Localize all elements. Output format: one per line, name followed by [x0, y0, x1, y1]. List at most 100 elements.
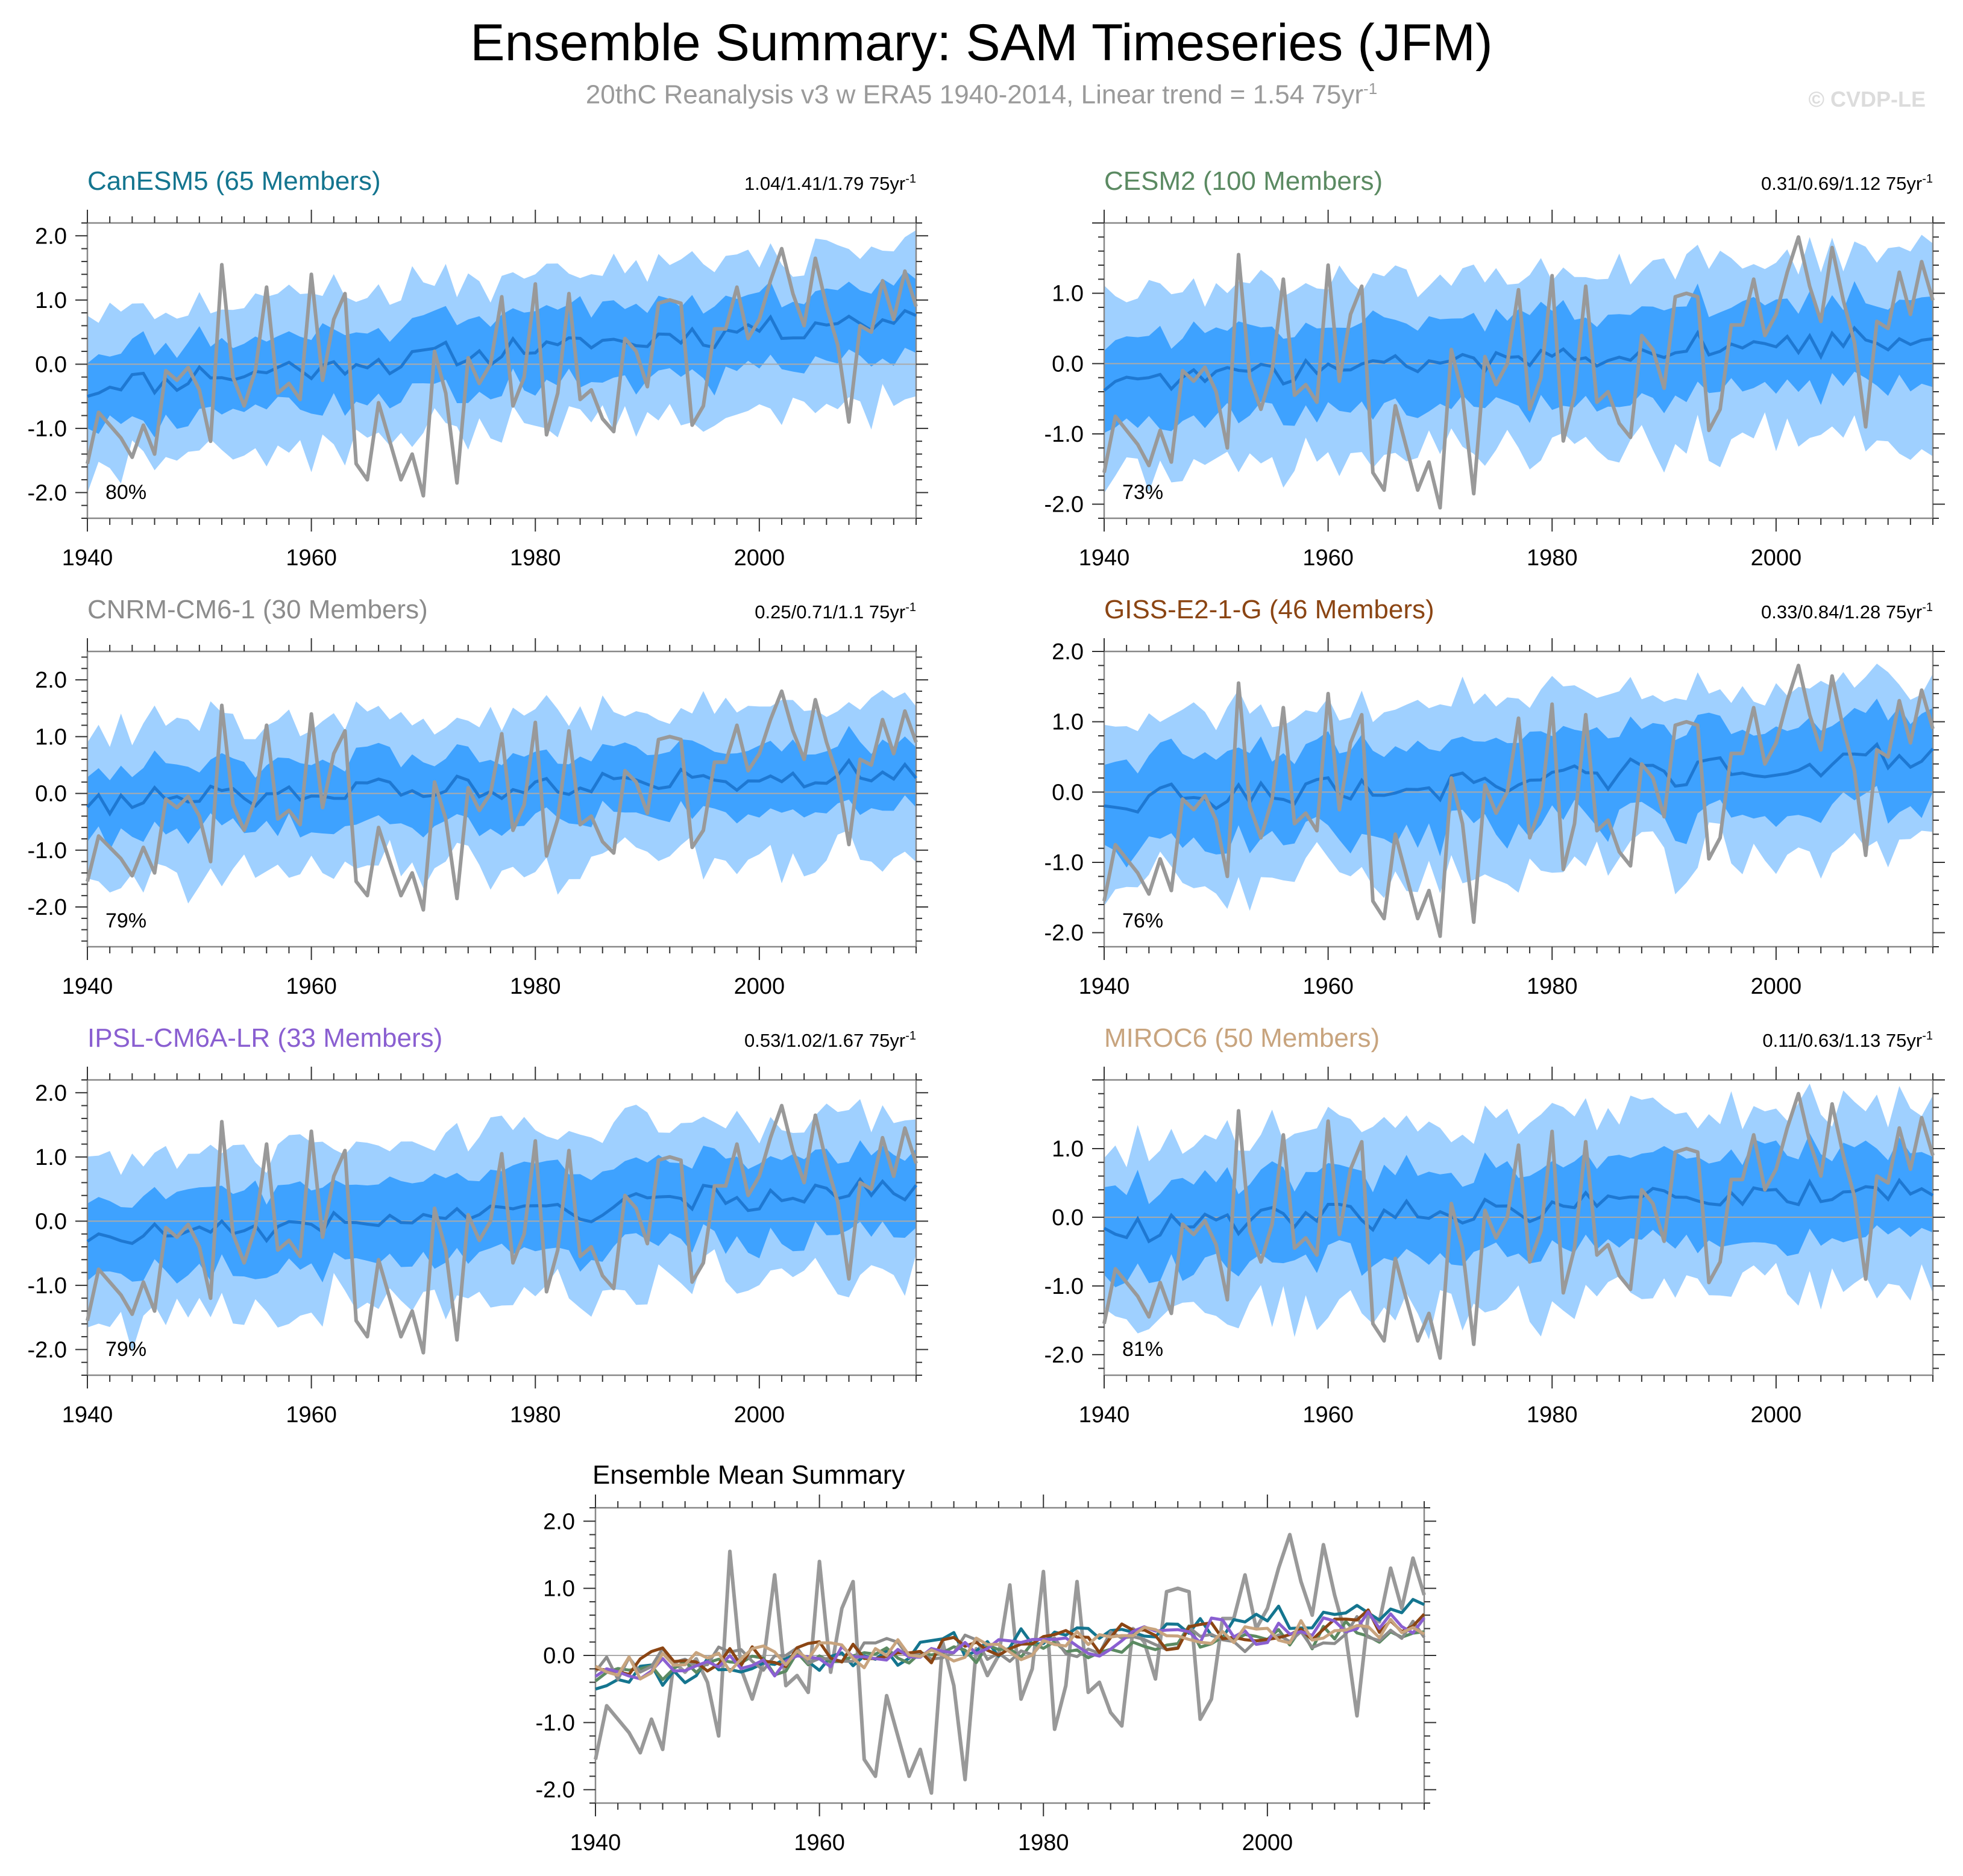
percent-label: 81% [1122, 1338, 1163, 1361]
panel-4: 1940 1960 1980 2000 2.0 1.0 0.0 -1.0 -2.0 IPSL-CM… [28, 1023, 928, 1428]
trend-label: 0.31/0.69/1.12 75yr-1 [1761, 172, 1933, 194]
trend-label: 0.11/0.63/1.13 75yr-1 [1762, 1029, 1933, 1051]
y-tick-label: -1.0 [28, 416, 67, 442]
panel-title: CESM2 (100 Members) [1104, 166, 1383, 196]
observed-line [1102, 235, 1935, 510]
x-tick-label: 1940 [62, 545, 113, 571]
x-tick-label: 1980 [1527, 1402, 1578, 1428]
y-tick-label: 2.0 [35, 668, 67, 693]
y-tick-label: -2.0 [28, 895, 67, 920]
y-tick-label: -1.0 [1044, 1274, 1084, 1299]
percent-label: 76% [1122, 909, 1163, 932]
x-tick-label: 1940 [62, 1402, 113, 1428]
y-tick-label: -1.0 [1044, 850, 1084, 876]
panel-title: CNRM-CM6-1 (30 Members) [87, 595, 428, 624]
plot-frame [1103, 650, 1934, 948]
ensemble-mean-line [1103, 325, 1933, 392]
panel-0: 1940 1960 1980 2000 2.0 1.0 0.0 -1.0 -2.0 CanESM5… [28, 166, 928, 571]
mean-line-miroc6 [594, 1617, 1425, 1681]
y-tick-label: -2.0 [28, 1337, 67, 1363]
panel-5: 1940 1960 1980 2000 1.0 0.0 -1.0 -2.0 MIROC6 (50… [1044, 1023, 1945, 1428]
y-tick-label: 2.0 [35, 224, 67, 249]
panel-title: CanESM5 (65 Members) [87, 166, 381, 196]
trend-label: 1.04/1.41/1.79 75yr-1 [744, 172, 916, 194]
y-tick-label: -1.0 [1044, 422, 1084, 447]
x-tick-label: 2000 [1751, 1402, 1802, 1428]
percent-label: 79% [105, 1338, 146, 1361]
y-tick-label: 1.0 [543, 1576, 575, 1602]
y-tick-label: 0.0 [1052, 1205, 1084, 1231]
subtitle: 20thC Reanalysis v3 w ERA5 1940-2014, Li… [0, 80, 1963, 110]
subtitle-exponent: -1 [1363, 80, 1378, 98]
observed-line [86, 246, 918, 498]
y-tick-label: -2.0 [1044, 921, 1084, 946]
panel-1: 1940 1960 1980 2000 1.0 0.0 -1.0 -2.0 CESM2 (100… [1044, 166, 1945, 571]
plot-frame [86, 222, 917, 519]
y-tick-label: 1.0 [35, 288, 67, 313]
x-tick-label: 1960 [1302, 1402, 1354, 1428]
subtitle-text: 20thC Reanalysis v3 w ERA5 1940-2014, Li… [585, 80, 1364, 110]
x-tick-label: 1940 [62, 974, 113, 999]
y-tick-label: 0.0 [1052, 351, 1084, 377]
plot-frame [1103, 222, 1934, 519]
observed-line [86, 1103, 918, 1355]
plot-frame [86, 1079, 917, 1376]
y-tick-label: -1.0 [28, 838, 67, 864]
y-tick-label: 0.0 [35, 352, 67, 377]
y-tick-label: 0.0 [35, 1209, 67, 1234]
x-tick-label: 1940 [1079, 974, 1130, 999]
credit-watermark: © CVDP-LE [1808, 87, 1926, 111]
observed-line [1102, 664, 1935, 938]
x-tick-label: 2000 [734, 974, 785, 999]
observed-line [594, 1532, 1426, 1795]
panel-2: 1940 1960 1980 2000 2.0 1.0 0.0 -1.0 -2.0 CNRM-CM… [28, 595, 928, 999]
y-tick-label: 0.0 [35, 782, 67, 807]
x-tick-label: 1940 [570, 1830, 621, 1856]
x-tick-label: 1980 [510, 545, 561, 571]
x-tick-label: 1980 [1527, 974, 1578, 999]
ensemble-mean-line [87, 309, 917, 398]
ensemble-mean-line [1104, 742, 1934, 814]
x-tick-label: 1960 [286, 974, 337, 999]
panel-title: Ensemble Mean Summary [592, 1460, 905, 1490]
x-tick-label: 1960 [286, 545, 337, 571]
ensemble-mean-line [1103, 1178, 1934, 1244]
percent-label: 79% [105, 909, 146, 932]
x-tick-label: 1940 [1079, 545, 1130, 571]
y-tick-label: -2.0 [1044, 492, 1084, 518]
percent-label: 73% [1122, 481, 1163, 504]
x-tick-label: 1940 [1079, 1402, 1130, 1428]
panel-title: GISS-E2-1-G (46 Members) [1104, 595, 1434, 624]
ensemble-mean-line [86, 1176, 917, 1245]
plot-frame [1103, 1079, 1934, 1376]
y-tick-label: -2.0 [28, 480, 67, 506]
observed-line [1102, 1091, 1935, 1360]
y-tick-label: 1.0 [35, 724, 67, 750]
x-tick-label: 1960 [1302, 545, 1354, 571]
y-tick-label: -1.0 [536, 1710, 575, 1736]
y-tick-label: 1.0 [1052, 710, 1084, 735]
x-tick-label: 1960 [286, 1402, 337, 1428]
y-tick-label: 2.0 [543, 1509, 575, 1534]
x-tick-label: 2000 [1751, 545, 1802, 571]
trend-label: 0.25/0.71/1.1 75yr-1 [755, 601, 916, 623]
observed-line [86, 689, 918, 912]
mean-line-ipsl-cm6a-lr [594, 1610, 1426, 1681]
y-tick-label: 0.0 [543, 1643, 575, 1669]
y-tick-label: 2.0 [35, 1081, 67, 1106]
panel-6: 1940 1960 1980 2000 2.0 1.0 0.0 -1.0 -2.0 Ensembl… [536, 1460, 1436, 1856]
trend-label: 0.33/0.84/1.28 75yr-1 [1761, 601, 1933, 623]
x-tick-label: 1980 [510, 974, 561, 999]
inner-spread-band [1104, 698, 1933, 868]
y-tick-label: -1.0 [28, 1273, 67, 1299]
x-tick-label: 1980 [1527, 545, 1578, 571]
x-tick-label: 1960 [794, 1830, 845, 1856]
panel-title: IPSL-CM6A-LR (33 Members) [87, 1023, 442, 1053]
trend-label: 0.53/1.02/1.67 75yr-1 [744, 1029, 916, 1051]
mean-line-canesm5 [595, 1598, 1425, 1691]
y-tick-label: 1.0 [1052, 281, 1084, 307]
y-tick-label: 0.0 [1052, 780, 1084, 805]
x-tick-label: 1980 [510, 1402, 561, 1428]
ensemble-mean-line [86, 758, 917, 817]
